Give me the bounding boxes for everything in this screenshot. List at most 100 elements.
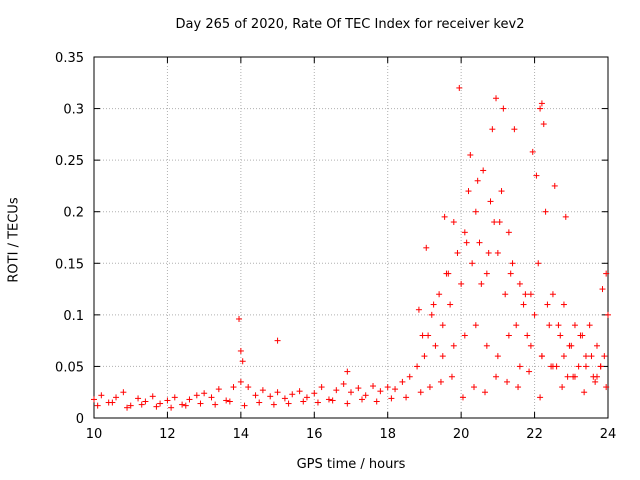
data-point <box>557 332 564 339</box>
data-point <box>478 280 485 287</box>
data-point <box>507 270 514 277</box>
data-point <box>500 105 507 112</box>
data-point <box>588 353 595 360</box>
data-point <box>340 380 347 387</box>
data-point <box>487 198 494 205</box>
data-point <box>201 390 208 397</box>
data-point <box>91 396 97 403</box>
data-point <box>303 394 310 401</box>
data-point <box>164 397 171 404</box>
data-point <box>537 105 544 112</box>
data-point <box>179 401 186 408</box>
data-point <box>505 332 512 339</box>
data-point <box>603 384 610 391</box>
data-point <box>491 219 498 226</box>
data-point <box>458 280 465 287</box>
data-point <box>467 151 474 158</box>
data-point <box>300 398 307 405</box>
data-point <box>344 400 351 407</box>
y-tick-label: 0.3 <box>63 103 84 118</box>
x-tick-label: 16 <box>306 427 323 442</box>
data-point <box>476 239 483 246</box>
y-tick-label: 0.1 <box>63 309 84 324</box>
data-point <box>582 353 589 360</box>
data-point <box>359 396 366 403</box>
data-point <box>182 402 189 409</box>
data-point <box>603 270 610 277</box>
data-point <box>344 368 351 375</box>
data-point <box>124 404 131 411</box>
data-point <box>239 358 246 365</box>
data-point <box>318 384 325 391</box>
data-point <box>325 396 332 403</box>
data-point <box>417 389 424 396</box>
y-tick-label: 0.2 <box>63 206 84 221</box>
x-tick-label: 18 <box>379 427 396 442</box>
data-point <box>493 95 500 102</box>
data-point <box>157 400 164 407</box>
data-point <box>546 322 553 329</box>
data-point <box>511 126 518 133</box>
data-point <box>259 387 266 394</box>
data-point <box>142 398 149 405</box>
axis-ticks: 10 12 14 16 18 20 22 24 0 0.05 0.1 0.15 0.2 0.25 0.3 0.… <box>55 51 616 442</box>
y-tick-label: 0.25 <box>55 154 84 169</box>
data-point <box>109 399 116 406</box>
data-point <box>531 311 538 318</box>
data-point <box>245 384 252 391</box>
data-point <box>252 392 259 399</box>
data-point <box>509 260 516 267</box>
data-point <box>485 249 492 256</box>
data-point <box>555 322 562 329</box>
data-point <box>450 342 457 349</box>
data-point <box>472 208 479 215</box>
data-point <box>494 353 501 360</box>
data-point <box>551 182 558 189</box>
data-point <box>406 373 413 380</box>
data-point <box>564 373 571 380</box>
data-point <box>425 332 432 339</box>
data-point <box>423 244 430 251</box>
grid-lines <box>94 57 608 418</box>
data-point <box>480 167 487 174</box>
data-point <box>153 403 160 410</box>
data-point <box>230 384 237 391</box>
x-tick-label: 12 <box>159 427 176 442</box>
y-tick-label: 0.15 <box>55 257 84 272</box>
data-point <box>94 402 101 409</box>
data-point <box>577 332 584 339</box>
data-point <box>461 229 468 236</box>
x-tick-label: 10 <box>86 427 103 442</box>
data-point <box>533 172 540 179</box>
data-point <box>267 393 274 400</box>
data-point <box>463 239 470 246</box>
data-points <box>91 84 611 411</box>
data-point <box>281 395 288 402</box>
data-point <box>98 392 105 399</box>
data-point <box>348 389 354 396</box>
data-point <box>498 188 505 195</box>
data-point <box>560 301 567 308</box>
data-point <box>599 286 606 293</box>
data-point <box>355 385 362 392</box>
data-point <box>538 100 545 107</box>
data-point <box>437 378 444 385</box>
data-point <box>197 400 204 407</box>
data-point <box>505 229 512 236</box>
data-point <box>494 249 501 256</box>
data-point <box>540 121 547 128</box>
x-tick-label: 22 <box>526 427 543 442</box>
data-point <box>186 396 193 403</box>
x-tick-label: 14 <box>233 427 250 442</box>
y-tick-label: 0 <box>76 412 84 427</box>
data-point <box>439 322 446 329</box>
data-point <box>483 342 490 349</box>
chart-title: Day 265 of 2020, Rate Of TEC Index for r… <box>175 17 525 32</box>
data-point <box>527 342 534 349</box>
data-point <box>138 401 145 408</box>
data-point <box>450 219 457 226</box>
data-point <box>559 384 566 391</box>
data-point <box>516 280 523 287</box>
data-point <box>502 291 509 298</box>
data-point <box>212 401 219 408</box>
